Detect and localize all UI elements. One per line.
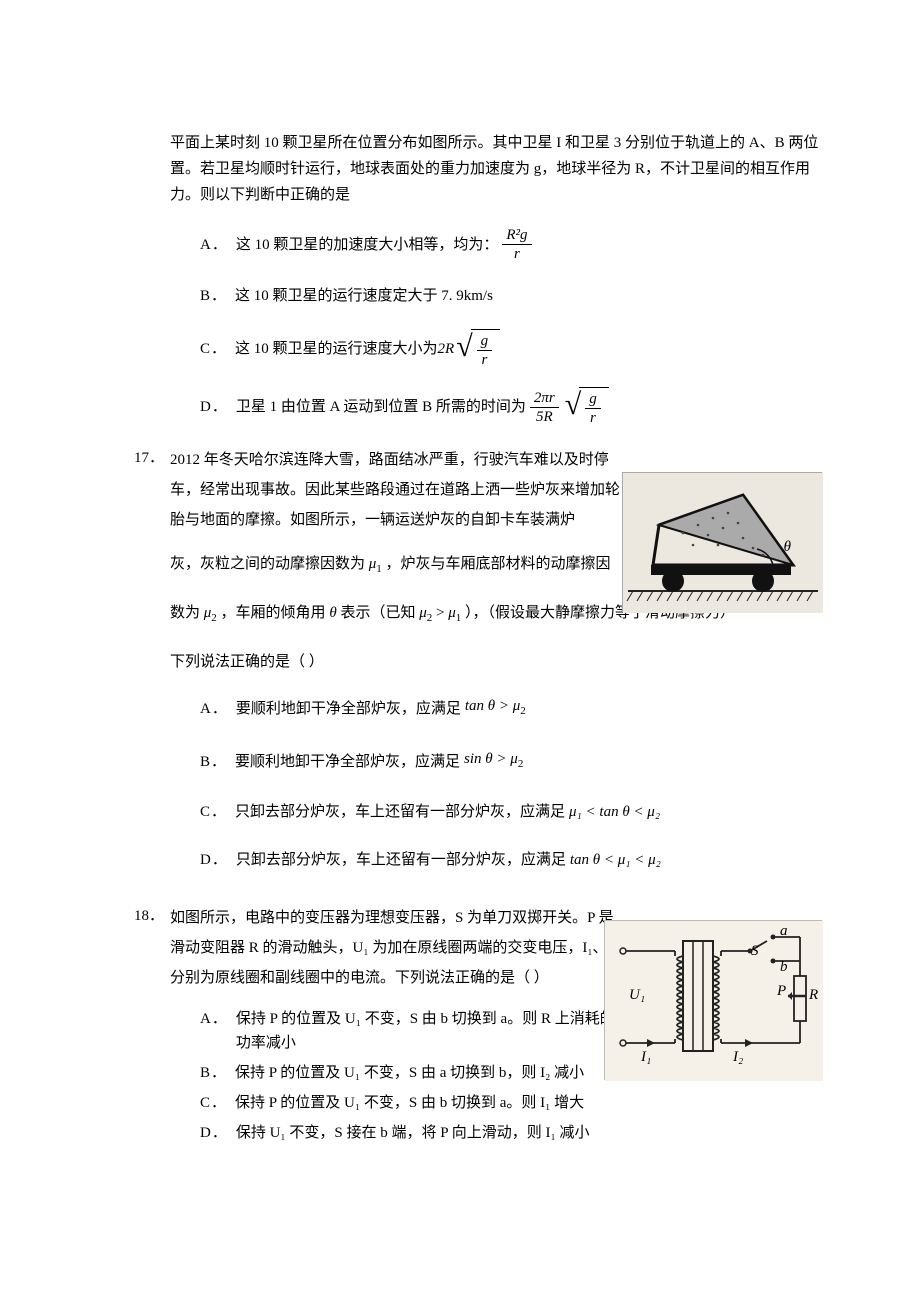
sub: 2: [520, 705, 526, 717]
tail: tan θ < μ₁ < μ₂: [570, 845, 661, 875]
gt: >: [436, 605, 444, 621]
label: D．: [200, 845, 228, 875]
frac-den: r: [478, 351, 492, 369]
q16-option-a: A． 这 10 颗卫星的加速度大小相等，均为： R²g r: [170, 226, 820, 263]
u1-label: U₁: [629, 987, 645, 1004]
q17-p2b: ，炉灰与车厢底部材料的动摩擦因: [386, 556, 611, 572]
q16-c-coef: 2R: [438, 334, 455, 364]
q18-option-c: C． 保持 P 的位置及 U₁ 不变，S 由 b 切换到 a。则 I₁ 增大: [170, 1091, 820, 1115]
i1-label: I₁: [641, 1049, 651, 1066]
q16-c-body: 这 10 颗卫星的运行速度大小为: [235, 334, 438, 364]
label: C．: [200, 1091, 227, 1115]
text: 保持 U₁ 不变，S 接在 b 端，将 P 向上滑动，则 I₁ 减小: [236, 1121, 590, 1145]
tail: sin θ > μ: [464, 751, 518, 767]
frac-num: R²g: [502, 226, 531, 245]
frac-num: g: [585, 390, 601, 409]
q16-b-text: 这 10 颗卫星的运行速度定大于 7. 9km/s: [235, 281, 493, 311]
q17-option-a: A． 要顺利地卸干净全部炉灰，应满足 tan θ > μ2: [170, 691, 820, 726]
q16-c-frac: g r: [477, 332, 493, 369]
sub: 2: [427, 612, 433, 624]
frac-num: g: [477, 332, 493, 351]
frac-den: r: [510, 245, 524, 263]
q16-d-body: 卫星 1 由位置 A 运动到位置 B 所需的时间为: [236, 392, 526, 422]
q16-c-sqrt: √ g r: [456, 329, 500, 369]
text: 要顺利地卸干净全部炉灰，应满足: [236, 694, 461, 724]
label: B．: [200, 1061, 227, 1085]
q16-d-frac: 2πr 5R: [530, 389, 559, 426]
figure-transformer: U₁ I₁ I₂ a b S P R: [604, 920, 822, 1080]
sqrt-body: g r: [579, 387, 609, 427]
q17-num: 17．: [134, 445, 170, 893]
q17-p2a: 灰，灰粒之间的动摩擦因数为: [170, 556, 365, 572]
q16-a-body: 这 10 颗卫星的加速度大小相等，均为：: [236, 230, 499, 260]
q16-option-b: B． 这 10 颗卫星的运行速度定大于 7. 9km/s: [170, 281, 820, 311]
theta-label: θ: [784, 539, 791, 556]
tail: μ₁ < tan θ < μ₂: [569, 797, 660, 827]
q16-b-label: B．: [200, 281, 227, 311]
text: 要顺利地卸干净全部炉灰，应满足: [235, 747, 460, 777]
b-label: b: [780, 959, 788, 976]
q17-p3c: 表示（已知: [340, 605, 415, 621]
q16-d-text: 卫星 1 由位置 A 运动到位置 B 所需的时间为 2πr 5R √ g r: [236, 387, 611, 427]
q17-p3a: 数为: [170, 605, 200, 621]
tail: tan θ > μ: [465, 698, 520, 714]
q16-c-label: C．: [200, 334, 227, 364]
q16-d-sqrt: √ g r: [565, 387, 609, 427]
q18-option-d: D． 保持 U₁ 不变，S 接在 b 端，将 P 向上滑动，则 I₁ 减小: [170, 1121, 820, 1145]
frac-num: 2πr: [530, 389, 559, 408]
q17-option-c: C． 只卸去部分炉灰，车上还留有一部分炉灰，应满足 μ₁ < tan θ < μ…: [170, 797, 820, 827]
q16-a-frac: R²g r: [502, 226, 531, 263]
a-label: a: [780, 923, 788, 940]
label: D．: [200, 1121, 228, 1145]
label: C．: [200, 797, 227, 827]
text: 保持 P 的位置及 U₁ 不变，S 由 b 切换到 a。则 I₁ 增大: [235, 1091, 584, 1115]
figure-truck: θ: [622, 472, 822, 612]
q16-a-label: A．: [200, 230, 228, 260]
text: 只卸去部分炉灰，车上还留有一部分炉灰，应满足: [236, 845, 566, 875]
q16-option-c: C． 这 10 颗卫星的运行速度大小为 2R √ g r: [170, 329, 820, 369]
q18-num: 18．: [134, 903, 170, 1151]
math: tan θ > μ2: [465, 691, 526, 726]
sub: 1: [376, 563, 382, 575]
q16-a-text: 这 10 颗卫星的加速度大小相等，均为： R²g r: [236, 226, 536, 263]
s-label: S: [751, 943, 759, 960]
q17-option-b: B． 要顺利地卸干净全部炉灰，应满足 sin θ > μ2: [170, 744, 820, 779]
math: sin θ > μ2: [464, 744, 523, 779]
q16-option-d: D． 卫星 1 由位置 A 运动到位置 B 所需的时间为 2πr 5R √ g …: [170, 387, 820, 427]
q16-d-label: D．: [200, 392, 228, 422]
q16-d-sqfrac: g r: [585, 390, 601, 427]
q16-intro: 平面上某时刻 10 颗卫星所在位置分布如图所示。其中卫星 I 和卫星 3 分别位…: [170, 130, 820, 208]
i2-label: I₂: [733, 1049, 743, 1066]
q17-p3b: ，车厢的倾角用: [221, 605, 326, 621]
sub: 2: [518, 758, 524, 770]
sqrt-body: g r: [471, 329, 501, 369]
text: 只卸去部分炉灰，车上还留有一部分炉灰，应满足: [235, 797, 565, 827]
p-label: P: [777, 983, 786, 1000]
q17-para4: 下列说法正确的是（ ）: [170, 647, 820, 677]
label: B．: [200, 747, 227, 777]
label: A．: [200, 1007, 228, 1055]
sub: 2: [211, 612, 217, 624]
frac-den: 5R: [532, 408, 557, 426]
q17-option-d: D． 只卸去部分炉灰，车上还留有一部分炉灰，应满足 tan θ < μ₁ < μ…: [170, 845, 820, 875]
r-label: R: [809, 987, 818, 1004]
q16-intro-text: 平面上某时刻 10 颗卫星所在位置分布如图所示。其中卫星 I 和卫星 3 分别位…: [170, 130, 820, 208]
label: A．: [200, 694, 228, 724]
mu-var: μ: [448, 605, 456, 621]
truck-svg: [623, 473, 823, 613]
frac-den: r: [586, 409, 600, 427]
sub: 1: [456, 612, 462, 624]
mu-var: μ: [419, 605, 427, 621]
q16-c-text: 这 10 颗卫星的运行速度大小为 2R √ g r: [235, 329, 502, 369]
text: 保持 P 的位置及 U₁ 不变，S 由 b 切换到 a。则 R 上消耗的功率减小: [236, 1007, 620, 1055]
theta-var: θ: [329, 605, 336, 621]
text: 保持 P 的位置及 U₁ 不变，S 由 a 切换到 b，则 I₂ 减小: [235, 1061, 584, 1085]
